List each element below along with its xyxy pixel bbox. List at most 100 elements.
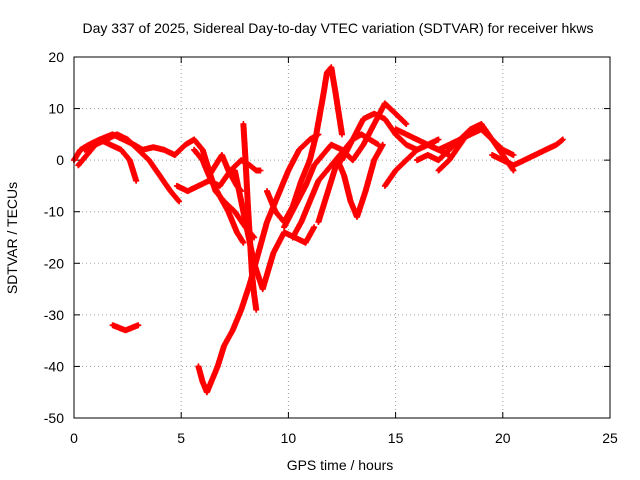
series-arc-15 (315, 141, 386, 225)
data-point (404, 143, 408, 147)
series-arc-21 (489, 136, 566, 169)
data-point (151, 145, 155, 149)
data-point (297, 148, 301, 152)
data-point (368, 138, 372, 142)
data-point (334, 91, 338, 95)
data-point (259, 168, 263, 172)
data-point (342, 174, 346, 178)
data-point (415, 148, 419, 152)
data-point (512, 168, 516, 172)
data-point (201, 380, 205, 384)
data-point (177, 199, 181, 203)
data-point (316, 179, 320, 183)
data-point (286, 168, 290, 172)
data-point (239, 199, 243, 203)
data-point (85, 153, 89, 157)
x-tick-label: 20 (495, 430, 511, 446)
data-point (168, 189, 172, 193)
data-point (239, 308, 243, 312)
x-tick-label: 0 (70, 430, 78, 446)
data-point (512, 163, 516, 167)
data-point (323, 199, 327, 203)
data-point (329, 65, 333, 69)
data-point (404, 158, 408, 162)
x-tick-label: 10 (281, 430, 297, 446)
data-point (351, 158, 355, 162)
data-point (479, 127, 483, 131)
data-point (158, 174, 162, 178)
data-point (329, 179, 333, 183)
data-point (316, 220, 320, 224)
data-point (304, 241, 308, 245)
data-point (218, 194, 222, 198)
data-point (265, 220, 269, 224)
y-tick-label: 20 (48, 49, 64, 65)
data-point (209, 179, 213, 183)
data-point (299, 220, 303, 224)
data-point (186, 189, 190, 193)
data-point (291, 236, 295, 239)
data-point (183, 143, 187, 147)
data-point (501, 153, 505, 157)
data-point (108, 143, 112, 147)
data-point (252, 292, 256, 296)
y-tick-label: -50 (44, 410, 64, 426)
data-point (123, 328, 127, 332)
data-point (447, 158, 451, 162)
data-point (447, 143, 451, 147)
y-tick-label: 0 (56, 152, 64, 168)
data-point (141, 148, 145, 152)
data-point (282, 225, 286, 229)
data-point (554, 143, 558, 147)
data-point (209, 380, 213, 384)
x-tick-label: 15 (388, 430, 404, 446)
data-point (128, 158, 132, 162)
data-point (248, 163, 252, 167)
data-point (233, 168, 237, 172)
data-point (376, 143, 380, 147)
data-point (239, 158, 243, 162)
data-point (304, 184, 308, 188)
data-point (192, 138, 196, 142)
data-point (336, 158, 340, 162)
data-point (214, 163, 218, 167)
data-point (254, 308, 258, 312)
data-point (321, 153, 325, 157)
data-point (329, 143, 333, 147)
data-point (349, 199, 353, 203)
data-point (321, 96, 325, 100)
data-point (394, 112, 398, 116)
data-point (512, 153, 516, 157)
data-point (359, 132, 363, 136)
data-point (226, 210, 230, 214)
series-arc-16 (339, 110, 442, 164)
data-point (479, 122, 483, 126)
data-point (121, 138, 125, 142)
data-point (436, 138, 440, 142)
data-point (394, 132, 398, 136)
data-point (312, 163, 316, 167)
data-point (173, 153, 177, 157)
data-point (436, 148, 440, 152)
data-point (218, 184, 222, 188)
data-point (308, 199, 312, 203)
data-point (136, 323, 140, 327)
data-point (501, 158, 505, 162)
data-point (192, 148, 196, 152)
data-point (469, 127, 473, 131)
data-point (415, 138, 419, 142)
data-point (205, 390, 209, 394)
data-point (383, 117, 387, 121)
y-tick-label: 10 (48, 101, 64, 117)
data-point (308, 158, 312, 162)
data-point (404, 122, 408, 126)
data-point (383, 184, 387, 188)
data-point (256, 251, 260, 255)
data-point (361, 117, 365, 121)
data-point (415, 158, 419, 162)
data-point (340, 132, 344, 136)
data-point (351, 138, 355, 142)
data-point (355, 215, 359, 219)
data-point (361, 143, 365, 147)
